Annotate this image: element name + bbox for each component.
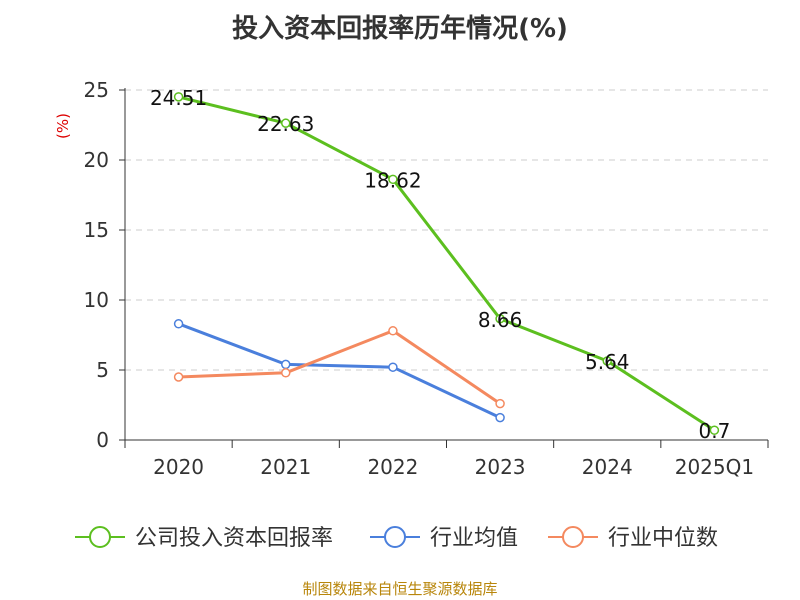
data-label-2021: 22.63: [257, 112, 314, 136]
y-tick-label-0: 0: [96, 428, 109, 452]
data-point-2-2: [388, 326, 398, 336]
data-point-1-0: [173, 319, 184, 329]
data-point-0-5: [709, 425, 720, 435]
series-line-2: [178, 329, 501, 405]
series-layer: [173, 92, 720, 435]
data-point-2-1: [281, 368, 291, 378]
y-tick-label-5: 5: [96, 358, 109, 382]
x-tick-label-2022: 2022: [367, 455, 418, 479]
data-point-0-1: [281, 118, 291, 128]
data-label-2023: 8.66: [478, 308, 523, 332]
legend-label-0: 公司投入资本回报率: [135, 526, 333, 551]
legend-label-1: 行业均值: [430, 526, 518, 551]
grid-layer: [125, 89, 768, 371]
data-label-layer: 24.51 22.63 18.62 8.66 5.64 0.7: [150, 86, 730, 443]
data-label-2020: 24.51: [150, 86, 207, 110]
x-tick-label-2025Q1: 2025Q1: [675, 455, 754, 479]
legend-marker-1: [384, 526, 406, 548]
series-line-1: [178, 322, 501, 419]
series-line-0: [178, 95, 716, 432]
data-point-2-3: [495, 398, 505, 409]
y-axis-label: (%): [54, 113, 72, 139]
x-tick-label-2024: 2024: [582, 455, 633, 479]
data-label-2024: 5.64: [585, 350, 630, 374]
data-point-1-3: [495, 412, 505, 423]
source-note: 制图数据来自恒生聚源数据库: [302, 580, 498, 598]
y-tick-label-25: 25: [84, 78, 109, 102]
x-tick-label-2021: 2021: [260, 455, 311, 479]
data-point-2-0: [173, 372, 184, 382]
y-tick-label-10: 10: [84, 288, 109, 312]
x-tick-label-2020: 2020: [153, 455, 204, 479]
data-point-0-3: [495, 314, 505, 324]
data-label-2025Q1: 0.7: [699, 419, 731, 443]
legend-marker-0: [89, 526, 111, 548]
y-tick-label-20: 20: [84, 148, 109, 172]
data-point-0-4: [602, 356, 612, 366]
legend-marker-2: [562, 526, 584, 548]
data-point-1-1: [281, 359, 291, 370]
legend: 公司投入资本回报率 行业均值 行业中位数: [75, 526, 718, 551]
data-point-1-2: [388, 362, 398, 372]
legend-label-2: 行业中位数: [608, 526, 718, 551]
chart-title: 投入资本回报率历年情况(%): [232, 14, 568, 44]
data-point-0-2: [388, 174, 398, 185]
y-tick-label-15: 15: [84, 218, 109, 242]
x-tick-label-2023: 2023: [475, 455, 526, 479]
data-point-0-0: [173, 92, 184, 102]
axis-layer: 0 5 10 15 20 25 (%) 2020 2021 2022 2023 2024 2025Q1: [54, 78, 769, 479]
data-label-2022: 18.62: [364, 168, 421, 192]
